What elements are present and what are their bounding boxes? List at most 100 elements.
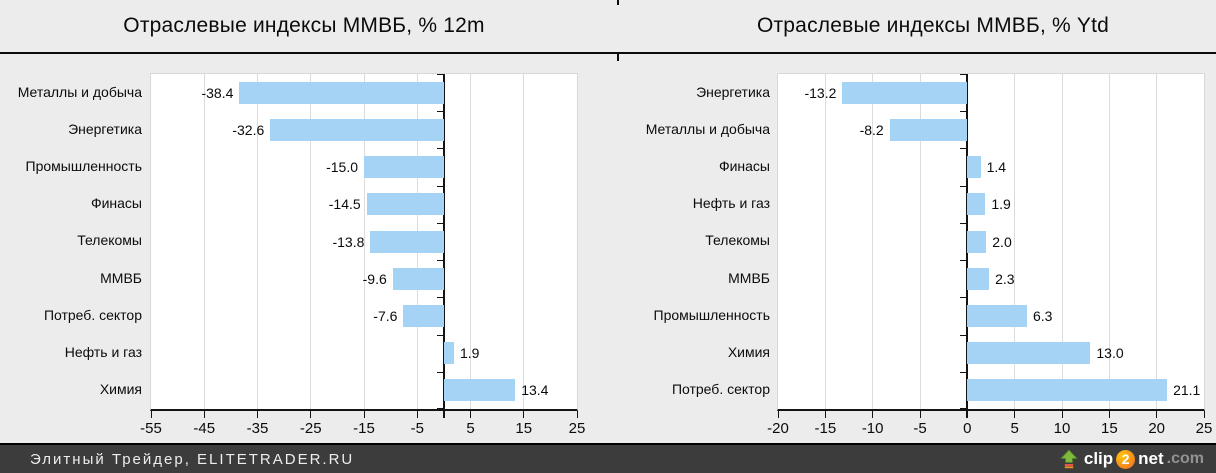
value-label: 6.3 [1032, 307, 1053, 324]
category-label: Энергетика [68, 120, 142, 137]
category-label: ММВБ [100, 269, 142, 286]
category-axis-tick [436, 408, 443, 409]
zero-axis-line [442, 74, 445, 418]
watermark-2-badge: 2 [1116, 449, 1136, 469]
category-axis-tick [960, 74, 967, 75]
x-axis-tick-label: -25 [299, 420, 322, 437]
category-axis-tick [436, 74, 443, 75]
x-axis-tick-label: -5 [410, 420, 424, 437]
category-axis-tick [960, 408, 967, 409]
data-bar [239, 81, 444, 104]
chart-title-ytd: Отраслевые индексы ММВБ, % Ytd [756, 14, 1110, 37]
category-label: Химия [99, 381, 142, 398]
data-bar [364, 156, 444, 179]
x-axis-tick [1203, 411, 1205, 418]
value-label: 1.4 [986, 159, 1007, 176]
gridline [310, 74, 312, 409]
x-axis-tick [470, 411, 471, 418]
x-axis-tick-label: 15 [1100, 420, 1118, 437]
value-label: 1.9 [991, 196, 1011, 213]
gridline [1014, 74, 1016, 409]
data-bar [403, 304, 444, 327]
gridline [470, 74, 471, 409]
x-axis-tick [1061, 411, 1063, 418]
category-label: Финасы [90, 195, 142, 212]
x-axis-tick-label: 10 [1053, 420, 1071, 437]
gridline [1108, 74, 1110, 409]
gridline [257, 74, 258, 409]
category-label: Промышленность [25, 158, 142, 175]
value-label: -8.2 [859, 121, 884, 138]
data-bar [967, 193, 986, 216]
data-bar [967, 304, 1027, 327]
x-axis-tick [523, 411, 525, 418]
x-axis-tick [363, 411, 365, 418]
right-title-area: Отраслевые индексы ММВБ, % Ytd [608, 0, 1216, 52]
data-bar [443, 342, 454, 365]
category-axis-tick [960, 148, 967, 150]
category-axis-tick [436, 148, 443, 150]
x-axis-tick [1014, 411, 1016, 418]
category-label: Нефть и газ [64, 344, 142, 361]
category-label: Нефть и газ [692, 195, 770, 212]
value-label: 2.3 [995, 270, 1015, 287]
chart-title-12m: Отраслевые индексы ММВБ, % 12m [123, 14, 485, 37]
x-axis-tick-label: 0 [963, 420, 972, 437]
x-axis-tick [919, 411, 921, 418]
titles-header: Отраслевые индексы ММВБ, % 12m Отраслевы… [0, 0, 1216, 54]
value-label: 13.4 [521, 382, 549, 399]
data-bar [967, 230, 987, 253]
category-label: Металлы и добыча [645, 120, 770, 137]
x-axis-tick [777, 411, 779, 418]
value-label: -32.6 [232, 121, 265, 138]
value-label: 2.0 [992, 233, 1012, 250]
plot-area-ytd: -20 -15 -10 -5 0 5 10 15 20 25 -13.2 -8.2 1.4 1.9 2.0 2… [767, 73, 1212, 437]
data-bar [270, 118, 444, 141]
category-axis-tick [960, 222, 967, 224]
category-axis-tick [436, 222, 443, 224]
gridline [1156, 74, 1158, 409]
clip2net-watermark: clip 2 net .com [1059, 449, 1204, 469]
x-axis-tick-label: -5 [913, 420, 927, 437]
x-axis-tick-label: -20 [767, 420, 789, 437]
gridline [1061, 74, 1063, 409]
value-label: -15.0 [326, 159, 358, 176]
x-axis-tick [257, 411, 258, 418]
category-label: Химия [727, 344, 770, 361]
gridline [872, 74, 874, 409]
gridline [824, 74, 826, 409]
x-axis-tick [1108, 411, 1110, 418]
watermark-clip-text: clip [1083, 449, 1114, 468]
x-axis-tick-label: -35 [246, 420, 269, 437]
category-axis-tick [436, 111, 443, 113]
value-label: -9.6 [362, 270, 387, 287]
clip2net-arrow-icon [1059, 449, 1079, 469]
category-axis-tick [960, 111, 967, 113]
value-label: -13.8 [332, 233, 365, 250]
data-bar [967, 267, 990, 290]
value-label: -38.4 [201, 84, 234, 101]
x-axis-tick-label: 15 [515, 420, 533, 437]
data-bar [967, 379, 1168, 402]
x-axis-tick-label: -55 [140, 420, 162, 437]
category-label: Промышленность [653, 306, 770, 323]
category-axis-tick [436, 297, 443, 299]
x-axis-tick [872, 411, 874, 418]
category-axis-12m: Металлы и добыча Энергетика Промышленность… [0, 73, 142, 408]
x-axis-tick-label: -10 [861, 420, 884, 437]
gridline [523, 74, 525, 409]
x-axis-tick [576, 411, 578, 418]
category-axis-ytd: Энергетика Металлы и добыча Финасы Нефть и … [608, 73, 770, 408]
category-label: Потреб. сектор [43, 306, 142, 323]
gridline [363, 74, 365, 409]
category-label: Телекомы [705, 232, 770, 249]
x-axis-tick-label: -15 [814, 420, 837, 437]
value-label: -13.2 [804, 84, 837, 101]
data-bar [392, 267, 444, 290]
category-axis-tick [960, 371, 967, 373]
data-bar [967, 342, 1091, 365]
data-bar [967, 156, 981, 179]
plot-area-12m: -55 -45 -35 -25 -15 -5 5 15 25 -38.4 -32.6 -15.0 -14… [140, 73, 585, 437]
divider-notch-top [617, 0, 619, 5]
